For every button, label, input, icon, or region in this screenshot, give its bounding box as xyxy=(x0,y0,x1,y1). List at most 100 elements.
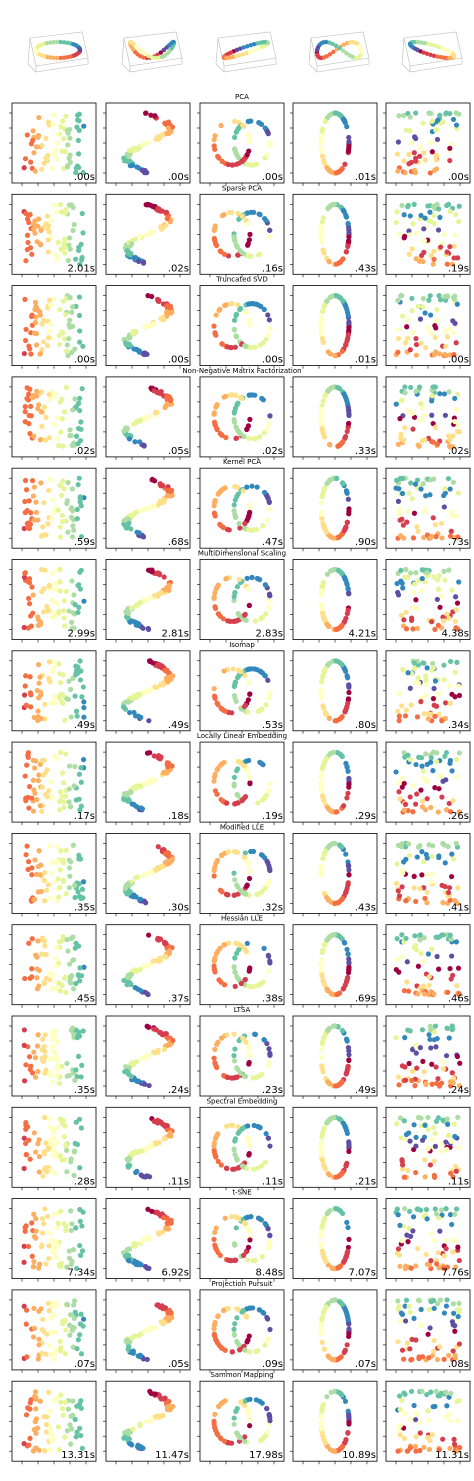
point xyxy=(409,295,415,302)
point xyxy=(65,948,71,954)
point xyxy=(396,893,403,899)
point xyxy=(125,610,131,616)
point xyxy=(443,777,449,783)
point xyxy=(401,807,407,813)
point xyxy=(212,955,218,961)
point xyxy=(396,113,402,119)
point xyxy=(49,570,56,576)
point xyxy=(63,113,69,119)
point xyxy=(26,498,32,504)
point xyxy=(162,953,168,959)
point xyxy=(140,507,146,513)
point xyxy=(40,317,47,324)
panel: .00s xyxy=(383,285,471,369)
point xyxy=(67,324,73,330)
point xyxy=(400,522,406,528)
point xyxy=(214,767,220,773)
point xyxy=(318,140,324,146)
point xyxy=(66,857,72,863)
point xyxy=(450,856,457,862)
point xyxy=(52,956,58,962)
point xyxy=(456,203,462,209)
point xyxy=(69,1025,76,1031)
point xyxy=(241,763,247,769)
panel: .02s xyxy=(9,376,97,460)
point xyxy=(232,892,238,898)
point xyxy=(243,948,250,955)
point xyxy=(396,713,402,719)
point xyxy=(63,311,69,318)
point xyxy=(399,516,405,522)
point xyxy=(221,707,227,714)
point xyxy=(266,953,272,959)
point xyxy=(211,236,218,243)
point xyxy=(455,885,461,891)
point xyxy=(53,209,60,215)
point xyxy=(335,567,341,573)
point xyxy=(413,341,420,348)
point xyxy=(31,1130,37,1136)
point xyxy=(434,953,440,960)
point xyxy=(245,221,251,227)
point xyxy=(411,873,417,880)
panel: .00s xyxy=(9,102,97,186)
point xyxy=(454,301,460,307)
point xyxy=(69,349,75,356)
point xyxy=(43,155,49,161)
point xyxy=(211,137,217,143)
point xyxy=(323,755,330,762)
point xyxy=(42,567,48,573)
point xyxy=(249,666,255,672)
point xyxy=(243,310,250,316)
point xyxy=(433,1064,439,1070)
point xyxy=(213,241,219,248)
point xyxy=(41,980,47,987)
panel-title: Hessian LLE xyxy=(221,915,263,923)
point xyxy=(446,885,453,891)
time-label: .00s xyxy=(262,172,283,183)
point xyxy=(28,351,34,357)
point xyxy=(421,226,427,232)
point xyxy=(422,681,428,687)
point xyxy=(57,588,63,594)
point xyxy=(25,391,32,397)
point xyxy=(431,702,437,708)
point xyxy=(263,582,269,588)
point xyxy=(339,348,345,354)
point-3d xyxy=(415,47,420,53)
point xyxy=(235,252,241,258)
point xyxy=(396,231,402,238)
point xyxy=(324,895,330,901)
point xyxy=(146,961,152,968)
point xyxy=(434,759,440,765)
point xyxy=(72,1140,78,1147)
point xyxy=(74,112,81,118)
point xyxy=(29,936,35,942)
point xyxy=(241,525,248,531)
point xyxy=(265,677,271,683)
point xyxy=(453,340,459,346)
point xyxy=(266,421,272,427)
point xyxy=(76,475,82,481)
point xyxy=(419,304,426,310)
point xyxy=(232,483,238,490)
point xyxy=(332,352,338,359)
point xyxy=(225,253,232,259)
point xyxy=(402,425,408,431)
point xyxy=(402,233,408,239)
point xyxy=(429,118,435,124)
point xyxy=(428,804,434,811)
point xyxy=(421,859,427,865)
point xyxy=(50,1049,56,1055)
point xyxy=(38,533,45,539)
point xyxy=(57,884,63,890)
point xyxy=(318,602,324,608)
point xyxy=(159,1031,165,1037)
point xyxy=(36,848,42,854)
point xyxy=(163,209,170,215)
point xyxy=(27,211,33,218)
point xyxy=(233,698,239,704)
point xyxy=(413,605,420,612)
point xyxy=(428,253,434,259)
point xyxy=(246,301,252,307)
